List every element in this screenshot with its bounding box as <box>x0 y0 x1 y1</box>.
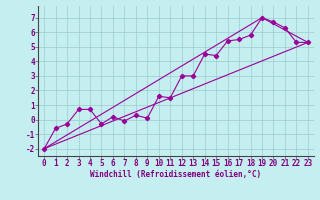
X-axis label: Windchill (Refroidissement éolien,°C): Windchill (Refroidissement éolien,°C) <box>91 170 261 179</box>
